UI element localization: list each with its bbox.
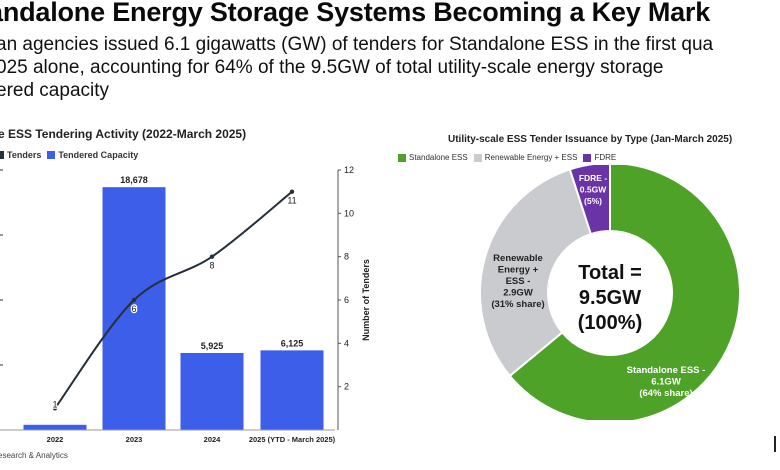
tenders-point bbox=[209, 254, 215, 259]
donut-slice-fdre bbox=[568, 165, 611, 236]
x-tick-label: 2023 bbox=[126, 435, 143, 444]
legend-item-standalone: Standalone ESS bbox=[398, 153, 468, 162]
tenders-data-label: 8 bbox=[209, 261, 214, 271]
subtitle-line-2: 025 alone, accounting for 64% of the 9.5… bbox=[0, 57, 664, 78]
donut-center-label: 9.5GW bbox=[579, 287, 641, 309]
y2-tick-label: 4 bbox=[344, 338, 349, 348]
legend-item-renewable: Renewable Energy + ESS bbox=[473, 153, 578, 162]
tenders-point bbox=[131, 297, 137, 303]
bar-chart-legend: Tenders Tendered Capacity bbox=[0, 150, 144, 160]
y2-tick-label: 6 bbox=[344, 295, 349, 305]
slice-label-renewable: Energy + bbox=[498, 265, 539, 276]
y2-tick-label: 2 bbox=[344, 382, 349, 392]
subtitle-line-3: ered capacity bbox=[0, 80, 110, 101]
bar-data-label: 6,125 bbox=[281, 338, 304, 348]
legend-label-renewable: Renewable Energy + ESS bbox=[484, 153, 578, 162]
legend-label-fdre: FDRE bbox=[594, 153, 617, 162]
bar-2022 bbox=[23, 424, 87, 430]
donut-slice-standalone bbox=[508, 165, 741, 420]
pie-chart: Standalone ESS -6.1GW(64% share) Renewabl… bbox=[479, 165, 741, 420]
slice-label-renewable: 2.9GW bbox=[503, 288, 533, 299]
slice-label-renewable: ESS - bbox=[506, 276, 531, 287]
legend-item-fdre: FDRE bbox=[583, 153, 616, 162]
bar-data-label: 5,925 bbox=[201, 341, 224, 351]
bar-data-label: 18,678 bbox=[120, 175, 148, 185]
pie-chart-title: Utility-scale ESS Tender Issuance by Typ… bbox=[448, 134, 733, 145]
slice-label-standalone: 6.1GW bbox=[651, 377, 681, 388]
y2-tick-label: 8 bbox=[344, 252, 349, 262]
slice-label-fdre: 0.5GW bbox=[580, 185, 607, 195]
y2-axis-label: Number of Tenders bbox=[361, 259, 371, 341]
legend-label-standalone: Standalone ESS bbox=[409, 153, 468, 162]
donut-slice-renewable bbox=[479, 168, 593, 378]
bar-chart: 18,678 5,925 6,125 2022 2023 2024 2025 (YTD - … bbox=[0, 165, 371, 444]
bar-2025 bbox=[260, 350, 324, 430]
tenders-data-label: 1 bbox=[52, 399, 57, 409]
source-note: esearch & Analytics bbox=[0, 451, 68, 460]
legend-swatch-fdre bbox=[583, 153, 592, 162]
x-tick-label: 2025 (YTD - March 2025) bbox=[249, 435, 336, 444]
legend-swatch-renewable bbox=[473, 153, 482, 162]
slice-label-renewable: Renewable bbox=[493, 253, 543, 264]
tenders-data-label: 6 bbox=[131, 304, 136, 314]
bar-2023 bbox=[102, 187, 166, 430]
x-tick-label: 2022 bbox=[47, 435, 64, 444]
slice-label-fdre: (5%) bbox=[584, 196, 602, 206]
x-tick-label: 2024 bbox=[204, 435, 222, 444]
bar-chart-title: e ESS Tendering Activity (2022-March 202… bbox=[0, 127, 247, 141]
y2-tick-label: 12 bbox=[344, 165, 354, 175]
bar-2024 bbox=[180, 352, 244, 430]
tenders-data-label: 11 bbox=[287, 196, 296, 206]
donut-center-label: (100%) bbox=[578, 312, 642, 334]
legend-label-tenders: Tenders bbox=[7, 150, 42, 160]
tenders-point bbox=[52, 406, 58, 411]
donut-center-label: Total = bbox=[578, 262, 642, 284]
slice-label-standalone: Standalone ESS - bbox=[627, 365, 706, 376]
tenders-point bbox=[289, 189, 295, 194]
legend-item-capacity: Tendered Capacity bbox=[47, 150, 138, 160]
tenders-line bbox=[54, 190, 293, 409]
slice-label-standalone: (64% share) bbox=[639, 388, 692, 399]
headline: andalone Energy Storage Systems Becoming… bbox=[0, 0, 711, 27]
slice-label-renewable: (31% share) bbox=[491, 299, 544, 310]
slice-label-fdre: FDRE - bbox=[579, 173, 608, 183]
corner-mark bbox=[774, 436, 776, 452]
legend-item-tenders: Tenders bbox=[0, 150, 41, 160]
y2-tick-label: 10 bbox=[344, 208, 354, 218]
legend-label-capacity: Tendered Capacity bbox=[58, 150, 139, 160]
pie-chart-legend: Standalone ESS Renewable Energy + ESS FD… bbox=[398, 153, 622, 162]
legend-swatch-standalone bbox=[398, 153, 406, 162]
subtitle-line-1: an agencies issued 6.1 gigawatts (GW) of… bbox=[0, 34, 714, 55]
legend-swatch-tenders bbox=[0, 151, 4, 159]
legend-swatch-capacity bbox=[47, 151, 56, 159]
